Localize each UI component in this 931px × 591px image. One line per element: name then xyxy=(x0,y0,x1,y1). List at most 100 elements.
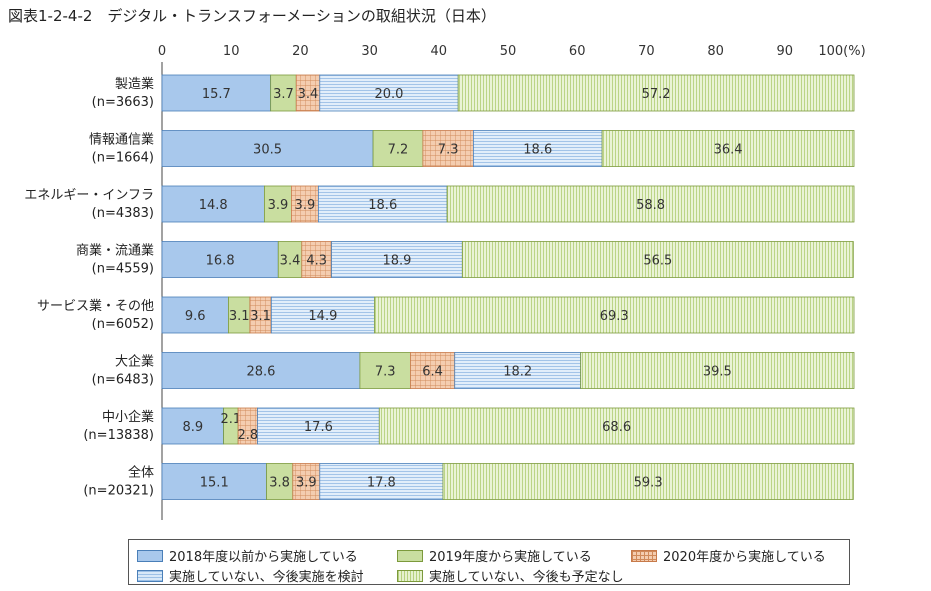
bar-segment xyxy=(461,241,854,278)
data-label: 7.2 xyxy=(388,143,409,158)
x-tick-label: 20 xyxy=(292,44,309,59)
data-label: 8.9 xyxy=(182,420,203,435)
category-label: 全体 xyxy=(128,465,154,481)
data-label: 3.4 xyxy=(298,87,319,102)
data-label: 18.9 xyxy=(382,254,411,269)
bars: 15.7 3.7 3.4 20.0 57.2 30.5 7.2 7.3 18.6 36.4 14.8… xyxy=(161,74,855,500)
category-n-label: (n=6483) xyxy=(92,373,154,388)
bar-segment xyxy=(457,74,855,112)
bar-segment xyxy=(410,352,456,389)
bar-segment xyxy=(446,185,855,223)
legend-label: 実施していない、今後も予定なし xyxy=(429,570,624,585)
bar-segment xyxy=(291,185,319,223)
legend-swatch xyxy=(397,569,423,582)
bar-segment xyxy=(601,130,855,167)
category-label: 商業・流通業 xyxy=(76,243,154,259)
data-label: 59.3 xyxy=(634,476,663,491)
legend-item-no-plan: 実施していない、今後も予定なし xyxy=(397,566,624,585)
x-tick-label: 10 xyxy=(223,44,240,59)
bar-segment xyxy=(331,241,463,278)
category-label: サービス業・その他 xyxy=(37,298,154,314)
data-label: 69.3 xyxy=(600,309,629,324)
data-label: 6.4 xyxy=(422,365,443,380)
legend-swatch xyxy=(631,549,657,562)
x-tick-label: 100(%) xyxy=(818,44,865,59)
bar-segment xyxy=(161,185,265,223)
category-n-label: (n=6052) xyxy=(92,317,154,332)
category-n-label: (n=20321) xyxy=(83,484,154,499)
data-label: 18.2 xyxy=(503,365,532,380)
data-label: 3.9 xyxy=(296,476,317,491)
data-label: 56.5 xyxy=(643,254,672,269)
bar-segment xyxy=(292,463,321,500)
data-label: 17.6 xyxy=(304,420,333,435)
category-labels: 製造業 (n=3663) 情報通信業 (n=1664) エネルギー・インフラ (n=438… xyxy=(24,76,154,499)
data-label: 20.0 xyxy=(374,87,403,102)
figure-title: 図表1-2-4-2 デジタル・トランスフォーメーションの取組状況（日本） xyxy=(8,7,496,25)
data-label: 36.4 xyxy=(714,143,743,158)
data-label: 30.5 xyxy=(253,143,282,158)
stacked-bar-chart: 0 10 20 30 40 50 60 70 80 90 100(%) 15.7 3.7 3.4 20.0… xyxy=(24,44,866,520)
bar-segment xyxy=(161,241,279,278)
data-label: 18.6 xyxy=(523,143,552,158)
legend-label: 実施していない、今後実施を検討 xyxy=(169,570,364,585)
data-label: 14.9 xyxy=(308,309,337,324)
legend-label: 2018年度以前から実施している xyxy=(169,550,358,565)
x-tick-label: 60 xyxy=(569,44,586,59)
bar-segment xyxy=(266,463,294,500)
bar-segment xyxy=(161,296,229,334)
data-label: 3.8 xyxy=(269,476,290,491)
legend-item-2018: 2018年度以前から実施している xyxy=(137,546,358,565)
bar-segment xyxy=(264,185,292,223)
x-tick-label: 80 xyxy=(707,44,724,59)
data-label: 68.6 xyxy=(602,420,631,435)
x-tick-label: 90 xyxy=(777,44,794,59)
category-n-label: (n=1664) xyxy=(92,151,154,166)
bar-segment xyxy=(161,74,272,112)
x-tick-label: 40 xyxy=(431,44,448,59)
bar-segment xyxy=(378,407,855,445)
bar-segment xyxy=(442,463,854,500)
bar-segment xyxy=(319,74,459,112)
legend-label: 2020年度から実施している xyxy=(663,550,826,565)
data-label: 57.2 xyxy=(642,87,671,102)
data-label: 58.8 xyxy=(636,198,665,213)
bar-segment xyxy=(374,296,855,334)
x-tick-label: 0 xyxy=(158,44,166,59)
bar-segment xyxy=(257,407,380,445)
bar-segment xyxy=(301,241,332,278)
data-label: 2.1 xyxy=(221,412,242,427)
data-label: 28.6 xyxy=(246,365,275,380)
data-label: 3.1 xyxy=(250,309,271,324)
data-label: 4.3 xyxy=(306,254,327,269)
x-tick-label: 50 xyxy=(500,44,517,59)
category-label: 製造業 xyxy=(115,76,154,92)
bar-segment xyxy=(270,74,297,112)
category-n-label: (n=4559) xyxy=(92,262,154,277)
legend-swatch xyxy=(397,549,423,562)
category-label: 中小企業 xyxy=(102,409,154,425)
bar-segment xyxy=(422,130,474,167)
data-label: 2.8 xyxy=(237,428,258,443)
data-label: 3.1 xyxy=(229,309,250,324)
data-label: 3.4 xyxy=(280,254,301,269)
bar-segment xyxy=(161,130,374,167)
bar-segment xyxy=(161,407,224,445)
data-label: 9.6 xyxy=(185,309,206,324)
data-label: 18.6 xyxy=(368,198,397,213)
legend: 2018年度以前から実施している 2019年度から実施している 2020年度から… xyxy=(128,539,850,585)
category-n-label: (n=3663) xyxy=(92,95,154,110)
legend-item-considering: 実施していない、今後実施を検討 xyxy=(137,566,364,585)
bar-segment xyxy=(454,352,582,389)
legend-swatch xyxy=(137,549,163,562)
data-label: 17.8 xyxy=(367,476,396,491)
category-n-label: (n=4383) xyxy=(92,206,154,221)
bar-segment xyxy=(580,352,855,389)
data-label: 15.1 xyxy=(200,476,229,491)
data-label: 3.7 xyxy=(273,87,294,102)
category-label: 大企業 xyxy=(115,354,154,370)
legend-item-2020: 2020年度から実施している xyxy=(631,546,826,565)
category-label: 情報通信業 xyxy=(89,132,154,148)
bar-segment xyxy=(161,352,361,389)
bar-segment xyxy=(472,130,603,167)
